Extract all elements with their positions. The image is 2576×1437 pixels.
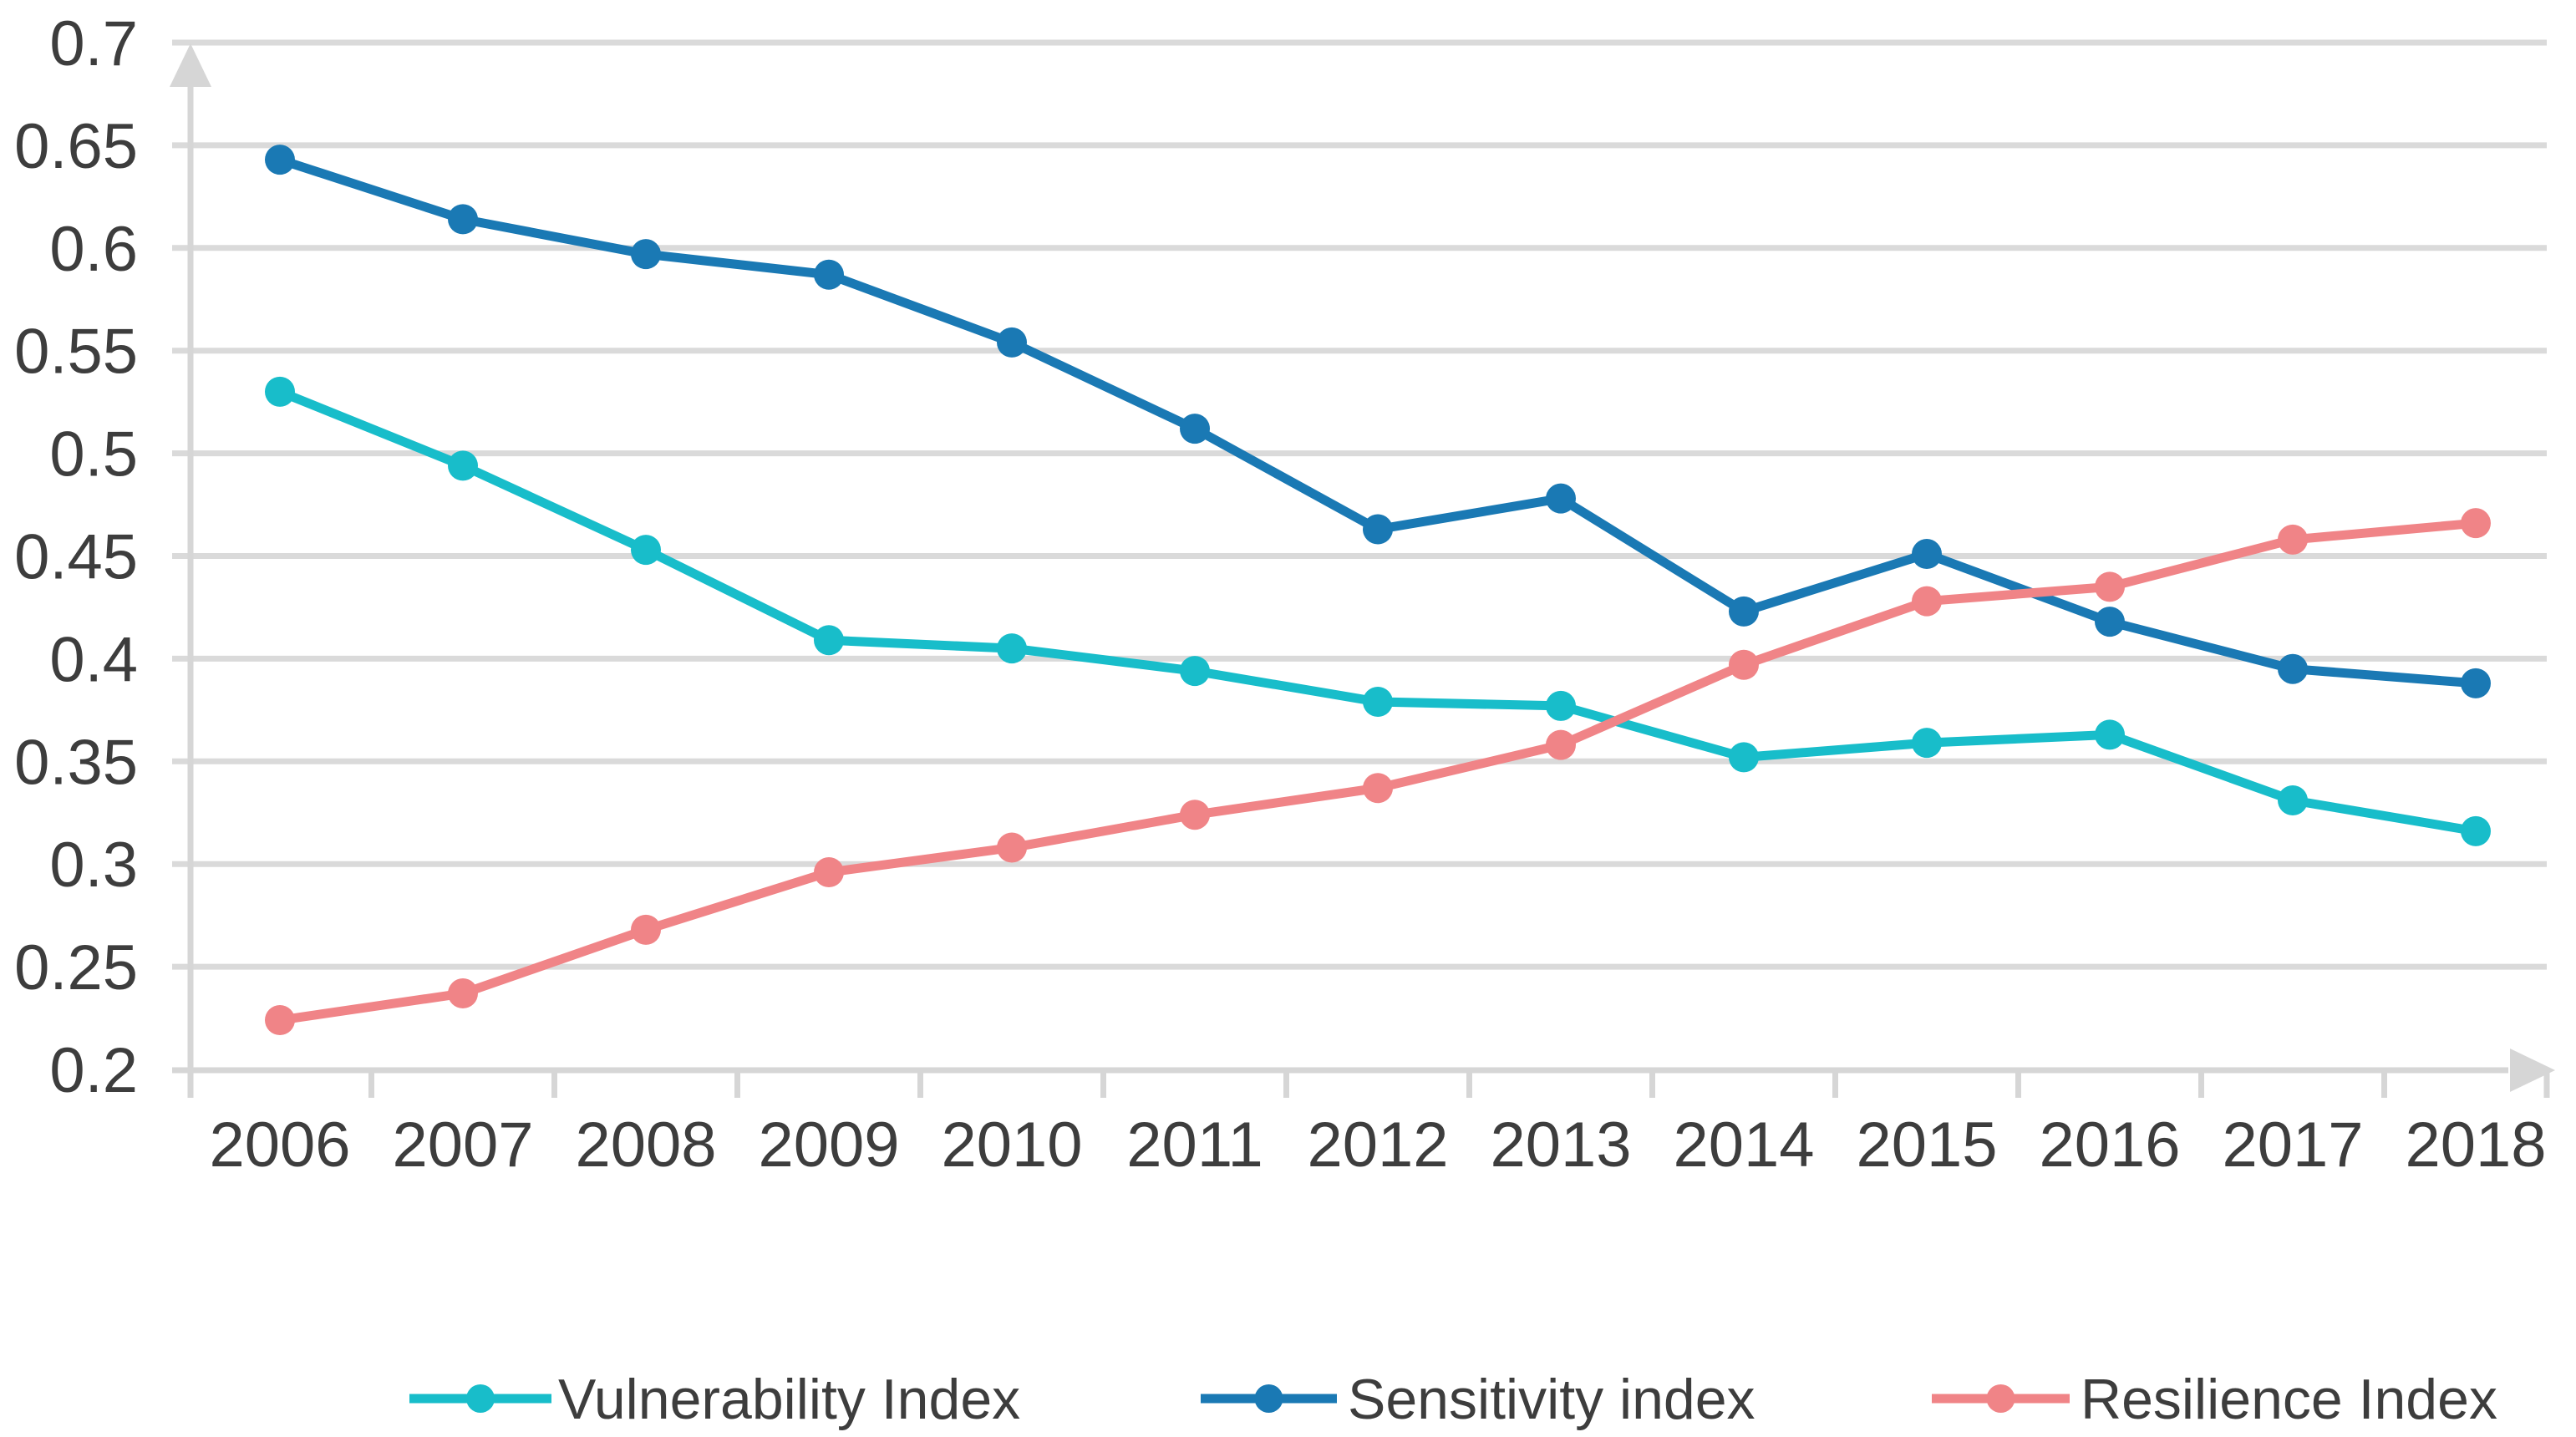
y-tick-label: 0.35 xyxy=(14,727,138,798)
data-point-marker xyxy=(448,204,478,235)
y-tick-label: 0.2 xyxy=(49,1035,138,1106)
data-point-marker xyxy=(2095,607,2125,637)
y-tick-label: 0.6 xyxy=(49,214,138,285)
series-lines xyxy=(265,145,2491,1036)
data-point-marker xyxy=(814,857,844,888)
data-point-marker xyxy=(997,327,1027,358)
legend-item-vulnerability-index: Vulnerability Index xyxy=(409,1368,1020,1431)
x-tick-label: 2014 xyxy=(1673,1109,1814,1181)
data-point-marker xyxy=(997,633,1027,664)
series-vulnerability-index xyxy=(265,376,2491,846)
data-point-marker xyxy=(814,625,844,656)
data-point-marker xyxy=(1363,514,1393,545)
data-point-marker xyxy=(1363,773,1393,804)
data-point-marker xyxy=(2095,571,2125,602)
data-point-marker xyxy=(631,239,661,270)
x-tick-label: 2013 xyxy=(1490,1109,1631,1181)
x-tick-label: 2009 xyxy=(758,1109,899,1181)
x-tick-label: 2016 xyxy=(2039,1109,2180,1181)
data-point-marker xyxy=(2461,815,2491,846)
data-point-marker xyxy=(1729,742,1759,773)
y-tick-label: 0.7 xyxy=(49,8,138,79)
legend: Vulnerability Index Sensitivity index Resi… xyxy=(409,1368,2497,1431)
data-point-marker xyxy=(1729,649,1759,680)
data-point-marker xyxy=(265,1005,295,1036)
y-tick-label: 0.5 xyxy=(49,419,138,490)
y-axis-arrow-icon xyxy=(170,43,211,87)
x-tick-label: 2015 xyxy=(1856,1109,1997,1181)
legend-label: Vulnerability Index xyxy=(558,1368,1020,1431)
x-tick-label: 2017 xyxy=(2222,1109,2363,1181)
x-tick-label: 2018 xyxy=(2405,1109,2546,1181)
data-point-marker xyxy=(265,376,295,407)
x-axis-arrow-icon xyxy=(2510,1049,2555,1092)
data-point-marker xyxy=(1180,800,1210,830)
legend-item-resilience-index: Resilience Index xyxy=(1932,1368,2497,1431)
data-point-marker xyxy=(1546,690,1576,721)
legend-label: Resilience Index xyxy=(2081,1368,2497,1431)
y-tick-label: 0.3 xyxy=(49,830,138,901)
data-point-marker xyxy=(1912,728,1942,759)
legend-marker-icon xyxy=(1986,1384,2015,1413)
data-point-marker xyxy=(265,145,295,175)
data-point-marker xyxy=(1912,586,1942,617)
y-axis-labels: 0.7 0.65 0.6 0.55 0.5 0.45 0.4 0.35 0.3 0.25 0.2 xyxy=(14,8,138,1106)
data-point-marker xyxy=(1546,483,1576,514)
legend-item-sensitivity-index: Sensitivity index xyxy=(1201,1368,1755,1431)
data-point-marker xyxy=(2461,508,2491,539)
data-point-marker xyxy=(1180,414,1210,444)
y-tick-label: 0.65 xyxy=(14,111,138,182)
data-point-marker xyxy=(2278,785,2308,816)
x-axis xyxy=(172,1049,2555,1098)
series-sensitivity-index xyxy=(265,145,2491,698)
y-tick-label: 0.45 xyxy=(14,522,138,593)
data-point-marker xyxy=(1912,539,1942,570)
series-resilience-index xyxy=(265,508,2491,1036)
data-point-marker xyxy=(631,914,661,945)
x-tick-label: 2006 xyxy=(209,1109,350,1181)
x-tick-label: 2010 xyxy=(941,1109,1082,1181)
y-axis xyxy=(170,43,211,1098)
x-tick-label: 2007 xyxy=(392,1109,533,1181)
data-point-marker xyxy=(814,259,844,290)
y-tick-label: 0.55 xyxy=(14,317,138,388)
series-line-resilience-index xyxy=(275,518,2481,1025)
y-tick-label: 0.25 xyxy=(14,932,138,1003)
data-point-marker xyxy=(1546,729,1576,760)
data-point-marker xyxy=(1363,687,1393,718)
data-point-marker xyxy=(2278,524,2308,555)
data-point-marker xyxy=(2278,653,2308,684)
data-point-marker xyxy=(1729,596,1759,627)
data-point-marker xyxy=(2461,668,2491,698)
data-point-marker xyxy=(448,450,478,481)
data-point-marker xyxy=(997,832,1027,863)
x-tick-label: 2011 xyxy=(1126,1109,1263,1181)
data-point-marker xyxy=(631,535,661,566)
data-point-marker xyxy=(448,978,478,1009)
y-tick-label: 0.4 xyxy=(49,624,138,695)
gridlines xyxy=(172,39,2547,970)
x-tick-label: 2008 xyxy=(575,1109,716,1181)
data-point-marker xyxy=(1180,656,1210,687)
x-tick-label: 2012 xyxy=(1307,1109,1448,1181)
legend-marker-icon xyxy=(466,1384,495,1413)
series-line-sensitivity-index xyxy=(275,155,2481,688)
series-line-vulnerability-index xyxy=(275,387,2481,836)
legend-label: Sensitivity index xyxy=(1348,1368,1755,1431)
data-point-marker xyxy=(2095,719,2125,750)
x-axis-labels: 2006 2007 2008 2009 2010 2011 2012 2013 2014 2015… xyxy=(209,1109,2546,1181)
legend-marker-icon xyxy=(1254,1384,1283,1413)
